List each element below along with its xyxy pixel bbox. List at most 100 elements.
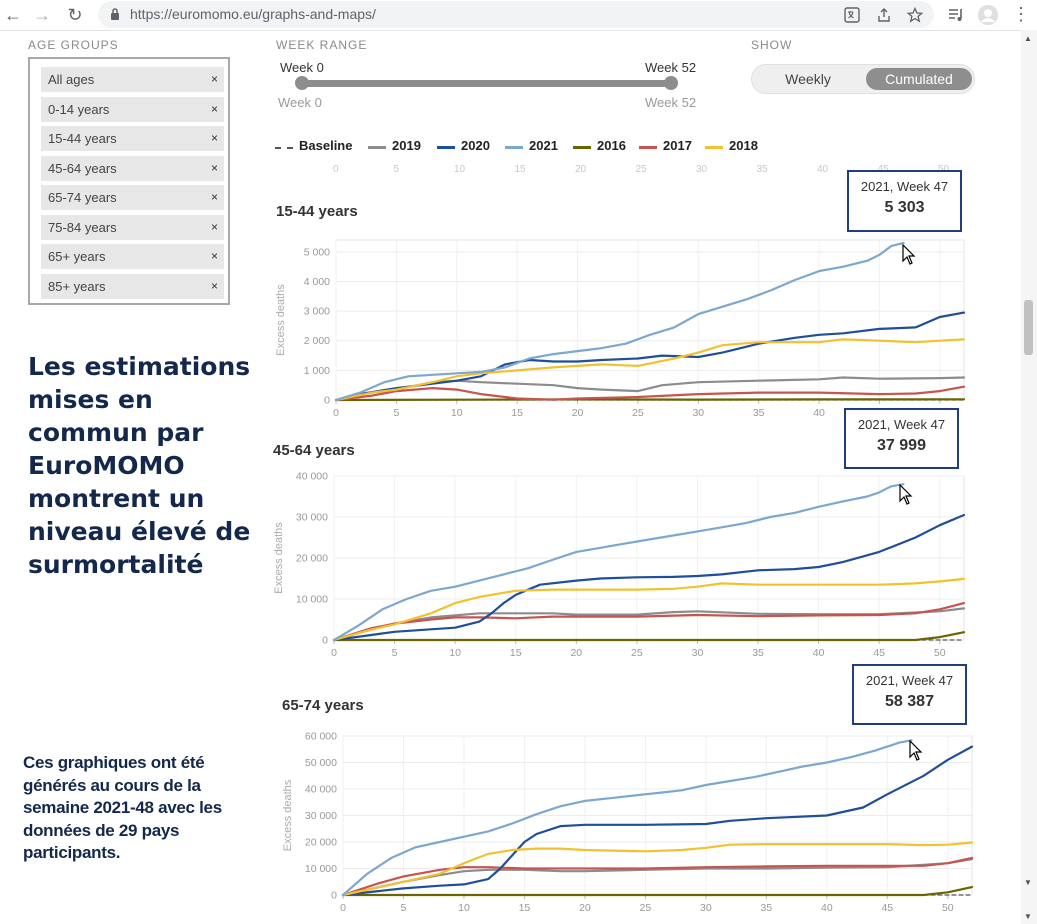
series-line-2017 bbox=[341, 856, 974, 897]
week-range-start-handle[interactable] bbox=[295, 76, 309, 90]
legend-swatch bbox=[573, 146, 591, 149]
legend-label: 2018 bbox=[729, 138, 758, 153]
x-tick-label: 35 bbox=[753, 407, 765, 419]
mouse-cursor-icon bbox=[899, 484, 913, 505]
ghost-tick-label: 0 bbox=[333, 164, 339, 175]
remove-age-group-icon[interactable]: × bbox=[210, 160, 218, 175]
y-tick-label: 10 000 bbox=[296, 594, 328, 606]
series-line-2021 bbox=[332, 483, 905, 642]
series-line-2019 bbox=[341, 858, 974, 897]
remove-age-group-icon[interactable]: × bbox=[210, 101, 218, 116]
remove-age-group-icon[interactable]: × bbox=[210, 249, 218, 263]
legend-swatch bbox=[705, 146, 723, 149]
translate-icon[interactable] bbox=[844, 7, 860, 23]
week-range-end-handle[interactable] bbox=[664, 76, 678, 90]
age-group-chip[interactable]: 45-64 years × bbox=[41, 155, 224, 181]
ghost-tick-label: 45 bbox=[878, 164, 889, 175]
scroll-down-icon[interactable]: ▼ bbox=[1024, 912, 1032, 921]
y-axis-label: Excess deaths bbox=[282, 779, 294, 851]
age-group-chip[interactable]: 65+ years × bbox=[41, 244, 224, 269]
age-group-label: 65-74 years bbox=[48, 190, 117, 205]
scroll-down-icon[interactable]: ▼ bbox=[1024, 878, 1032, 887]
profile-avatar[interactable] bbox=[978, 5, 998, 25]
scrollbar-track[interactable] bbox=[1021, 30, 1037, 924]
age-group-label: 45-64 years bbox=[48, 160, 117, 176]
y-axis-label: Excess deaths bbox=[273, 522, 285, 594]
series-line-2018 bbox=[334, 338, 966, 402]
chart-tooltip: 2021, Week 47 5 303 bbox=[847, 170, 962, 232]
series-line-2020 bbox=[334, 311, 966, 402]
remove-age-group-icon[interactable]: × bbox=[210, 278, 218, 293]
age-group-label: 75-84 years bbox=[48, 219, 117, 235]
media-icon[interactable] bbox=[948, 7, 964, 23]
age-group-chip[interactable]: 0-14 years × bbox=[41, 96, 224, 122]
age-group-chip[interactable]: 85+ years × bbox=[41, 273, 224, 299]
tooltip-week: 2021, Week 47 bbox=[865, 673, 954, 688]
forward-icon[interactable]: → bbox=[33, 5, 51, 25]
legend-label: 2016 bbox=[597, 138, 626, 153]
menu-icon[interactable]: ⋮ bbox=[1012, 4, 1030, 24]
show-caption: SHOW bbox=[751, 38, 793, 52]
y-tick-label: 0 bbox=[324, 395, 330, 407]
bookmark-star-icon[interactable] bbox=[907, 7, 923, 23]
x-tick-label: 20 bbox=[570, 647, 582, 659]
series-line-2018 bbox=[341, 841, 974, 897]
age-group-chip[interactable]: 75-84 years × bbox=[41, 214, 224, 240]
age-group-label: 85+ years bbox=[48, 278, 106, 294]
scroll-up-icon[interactable]: ▲ bbox=[1024, 34, 1032, 43]
legend-label: 2021 bbox=[529, 138, 558, 153]
x-tick-label: 45 bbox=[881, 902, 893, 914]
series-line-2016 bbox=[334, 398, 966, 402]
tooltip-week: 2021, Week 47 bbox=[857, 417, 946, 432]
scrollbar-thumb[interactable] bbox=[1024, 300, 1033, 355]
age-group-chip[interactable]: All ages × bbox=[41, 67, 224, 92]
series-line-2020 bbox=[341, 745, 974, 897]
remove-age-group-icon[interactable]: × bbox=[210, 131, 218, 145]
reload-icon[interactable]: ↻ bbox=[67, 5, 83, 25]
age-group-label: 0-14 years bbox=[48, 101, 110, 117]
overlay-subtext: Ces graphiques ont été générés au cours … bbox=[23, 753, 222, 862]
week-end-label: Week 52 bbox=[645, 60, 697, 75]
age-group-chip[interactable]: 65-74 years × bbox=[41, 185, 224, 210]
y-tick-label: 60 000 bbox=[305, 731, 337, 743]
tooltip-week: 2021, Week 47 bbox=[860, 179, 949, 194]
y-tick-label: 20 000 bbox=[296, 553, 328, 565]
x-tick-label: 20 bbox=[572, 407, 584, 419]
x-tick-label: 10 bbox=[451, 407, 463, 419]
legend-swatch bbox=[368, 146, 386, 149]
share-icon[interactable] bbox=[876, 7, 892, 23]
show-weekly-option[interactable]: Weekly bbox=[785, 71, 831, 87]
url-text[interactable]: https://euromomo.eu/graphs-and-maps/ bbox=[130, 6, 376, 22]
y-tick-label: 20 000 bbox=[305, 837, 337, 849]
x-tick-label: 15 bbox=[519, 902, 531, 914]
legend-label: 2017 bbox=[663, 138, 692, 153]
x-tick-label: 10 bbox=[458, 902, 470, 914]
series-line-2017 bbox=[332, 602, 966, 642]
ghost-tick-label: 50 bbox=[938, 164, 949, 175]
age-groups-caption: AGE GROUPS bbox=[28, 38, 119, 52]
age-group-label: 65+ years bbox=[48, 249, 106, 264]
remove-age-group-icon[interactable]: × bbox=[210, 72, 218, 86]
series-line-2016 bbox=[332, 631, 966, 642]
y-tick-label: 1 000 bbox=[304, 365, 330, 377]
show-cumulated-option[interactable]: Cumulated bbox=[866, 68, 972, 90]
ghost-tick-label: 40 bbox=[817, 164, 829, 175]
x-tick-label: 0 bbox=[333, 407, 339, 419]
y-tick-label: 30 000 bbox=[305, 810, 337, 822]
y-tick-label: 3 000 bbox=[304, 306, 330, 318]
back-icon[interactable]: ← bbox=[4, 5, 22, 25]
x-tick-label: 15 bbox=[511, 407, 523, 419]
chart-tooltip: 2021, Week 47 37 999 bbox=[844, 408, 959, 469]
remove-age-group-icon[interactable]: × bbox=[210, 190, 218, 204]
week-range-slider[interactable] bbox=[302, 80, 671, 87]
x-tick-label: 30 bbox=[692, 407, 704, 419]
x-tick-label: 25 bbox=[632, 407, 644, 419]
legend-swatch bbox=[437, 146, 455, 149]
age-group-chip[interactable]: 15-44 years × bbox=[41, 126, 224, 151]
ghost-tick-label: 15 bbox=[514, 164, 526, 175]
x-tick-label: 25 bbox=[640, 902, 652, 914]
overlay-headline: Les estimations mises en commun par Euro… bbox=[28, 352, 251, 579]
ghost-tick-label: 20 bbox=[575, 164, 587, 175]
remove-age-group-icon[interactable]: × bbox=[210, 219, 218, 234]
address-bar[interactable]: https://euromomo.eu/graphs-and-maps/ bbox=[98, 1, 934, 28]
